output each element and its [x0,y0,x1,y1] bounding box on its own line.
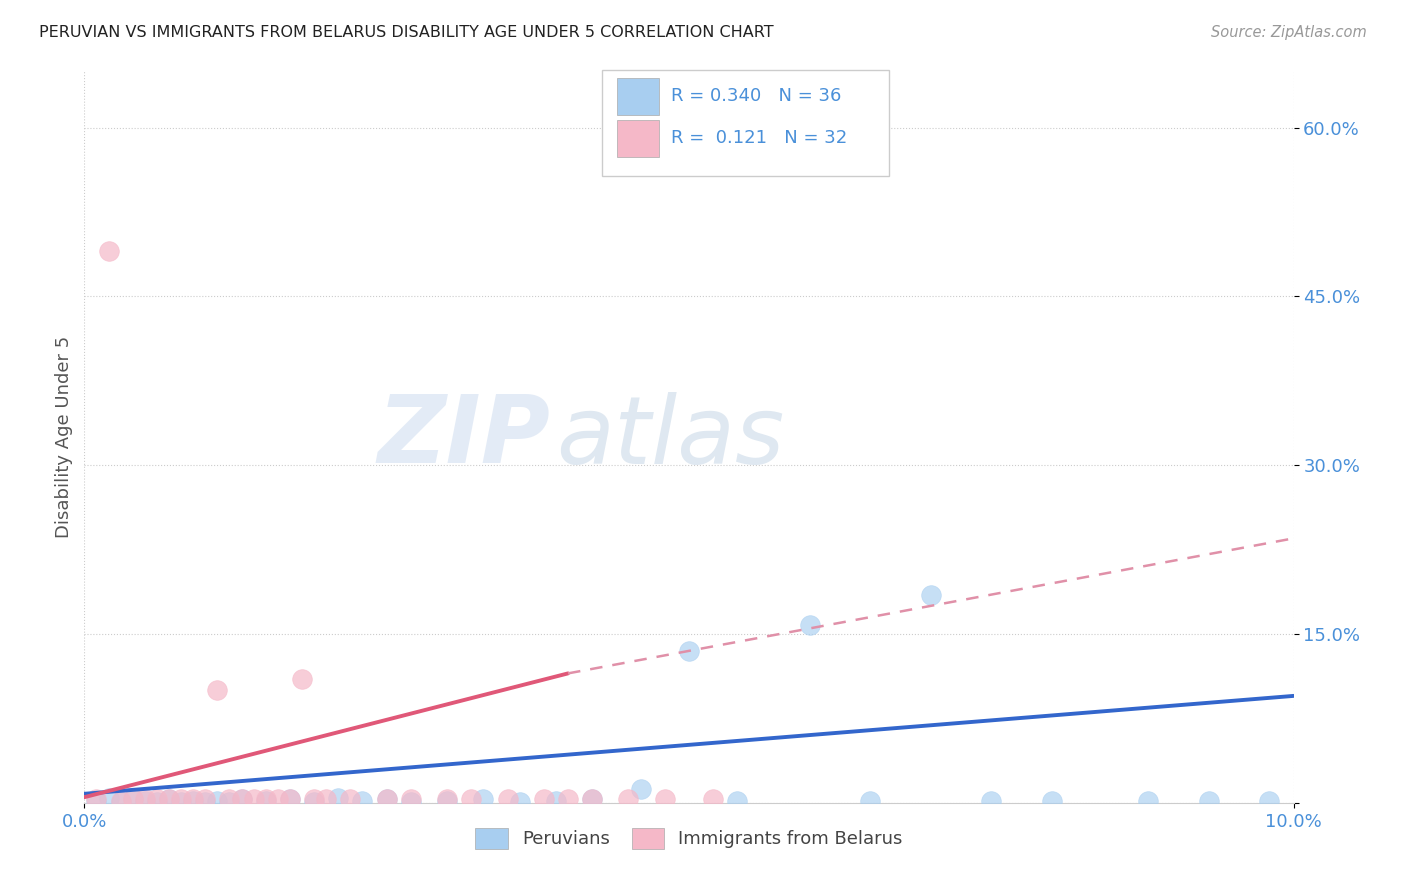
Point [134,793,156,807]
Point [544,793,567,807]
Text: Source: ZipAtlas.com: Source: ZipAtlas.com [1211,25,1367,40]
Point [121,792,143,806]
Point [207,793,229,807]
Point [352,793,374,807]
Point [157,792,180,806]
Point [97,791,120,805]
Point [86,793,108,807]
Point [157,792,180,806]
Point [1198,793,1220,807]
Point [859,793,882,807]
Point [254,792,277,806]
Point [181,793,204,807]
Point [460,792,482,806]
Point [267,792,290,806]
Point [278,792,301,806]
Point [146,792,169,806]
Point [146,795,169,809]
Point [557,792,579,806]
Point [231,792,253,806]
Point [472,792,495,806]
Text: ZIP: ZIP [377,391,550,483]
Point [980,793,1002,807]
Point [1040,793,1063,807]
Point [725,793,748,807]
Point [581,792,603,806]
Text: R = 0.340   N = 36: R = 0.340 N = 36 [671,87,841,105]
Point [110,795,132,809]
Point [375,792,398,806]
Point [339,792,361,806]
Point [399,792,422,806]
Point [1137,793,1160,807]
Point [181,792,204,806]
Point [170,795,193,809]
Point [496,792,519,806]
Point [121,792,143,806]
Point [170,792,193,806]
Point [242,792,264,806]
Point [254,793,277,807]
Point [278,792,301,806]
Point [799,618,821,632]
Point [509,795,531,809]
Point [207,683,229,698]
Point [702,792,724,806]
Point [291,672,314,686]
Point [302,795,325,809]
Point [678,644,700,658]
Point [231,792,253,806]
Point [533,792,555,806]
Point [328,791,350,805]
Text: atlas: atlas [555,392,785,483]
Y-axis label: Disability Age Under 5: Disability Age Under 5 [55,336,73,538]
Point [218,792,240,806]
Point [630,782,652,797]
Point [194,795,217,809]
Point [375,792,398,806]
Point [97,244,120,259]
Point [1258,793,1281,807]
Text: R =  0.121   N = 32: R = 0.121 N = 32 [671,129,846,147]
Point [86,792,108,806]
Point [617,792,640,806]
Text: PERUVIAN VS IMMIGRANTS FROM BELARUS DISABILITY AGE UNDER 5 CORRELATION CHART: PERUVIAN VS IMMIGRANTS FROM BELARUS DISA… [39,25,773,40]
Point [436,792,458,806]
Point [581,792,603,806]
Point [315,792,337,806]
Point [920,588,942,602]
Point [110,793,132,807]
Point [436,793,458,807]
Point [194,792,217,806]
Point [134,792,156,806]
Point [302,792,325,806]
Legend: Peruvians, Immigrants from Belarus: Peruvians, Immigrants from Belarus [468,821,910,856]
Point [218,795,240,809]
Point [654,792,676,806]
Point [399,795,422,809]
